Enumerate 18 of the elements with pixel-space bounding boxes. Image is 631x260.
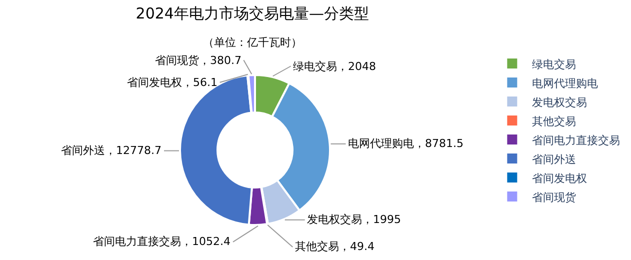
legend-label: 发电权交易 <box>532 96 588 109</box>
data-label: 电网代理购电，8781.5 <box>348 137 464 150</box>
data-label: 绿电交易，2048 <box>293 60 376 73</box>
legend-label: 省间现货 <box>532 190 576 204</box>
legend-label: 绿电交易 <box>532 58 576 71</box>
data-label: 省间发电权，56.1 <box>127 76 218 89</box>
legend-label: 省间电力直接交易 <box>532 134 620 147</box>
data-label: 省间电力直接交易，1052.4 <box>93 235 230 248</box>
chart-title: 2024年电力市场交易电量—分类型 <box>136 4 369 22</box>
legend-label: 省间发电权 <box>532 172 588 185</box>
data-label: 省间外送，12778.7 <box>61 144 162 157</box>
legend-label: 电网代理购电 <box>532 76 598 90</box>
data-label: 发电权交易，1995 <box>307 213 401 226</box>
legend-label: 其他交易 <box>532 114 576 128</box>
data-label: 其他交易，49.4 <box>295 240 374 253</box>
data-label: 省间现货，380.7 <box>155 54 242 67</box>
chart-subtitle: （单位：亿千瓦时） <box>203 36 302 49</box>
legend-label: 省间外送 <box>532 152 576 166</box>
